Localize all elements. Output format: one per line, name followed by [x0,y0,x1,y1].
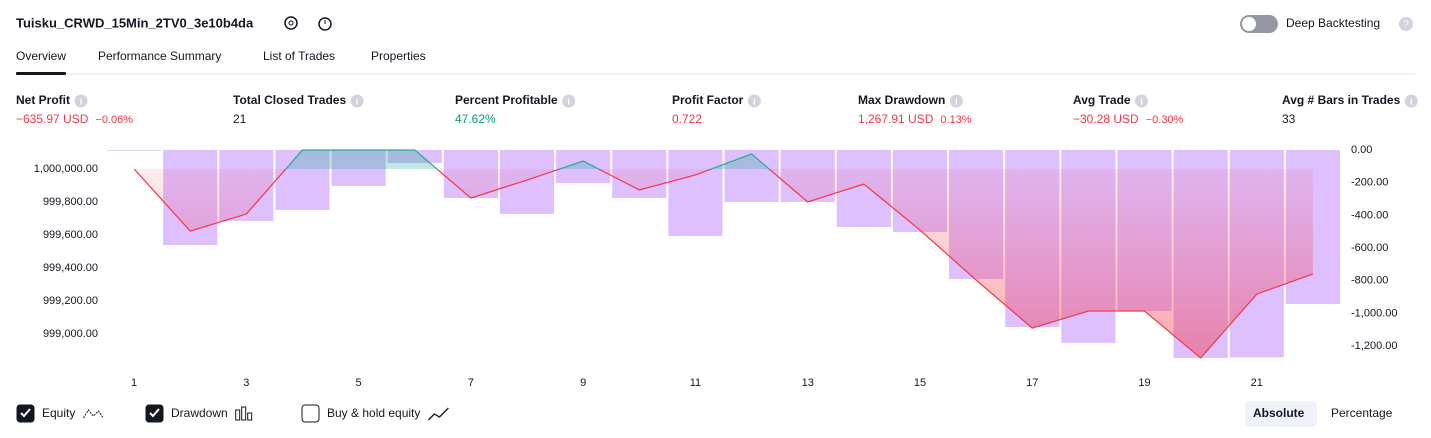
y2-tick-label: -400.00 [1351,209,1388,221]
metric-value: 1,267.91 USD [858,112,934,126]
tab[interactable]: Overview [16,49,66,63]
metric-value: 33 [1282,112,1296,126]
metric-value: −635.97 USD [16,112,89,126]
y2-tick-label: 0.00 [1351,144,1372,156]
info-icon[interactable] [74,94,88,108]
y-tick-label: 999,400.00 [43,262,98,274]
metric-label: Avg Trade [1073,93,1131,107]
x-tick-label: 19 [1138,377,1150,389]
x-tick-label: 3 [243,377,249,389]
deep-backtesting-toggle[interactable] [1240,15,1278,33]
x-tick-label: 17 [1026,377,1038,389]
view-mode-button[interactable]: Absolute [1253,406,1305,420]
legend-icon [427,407,449,421]
legend-icon [241,406,247,421]
info-icon-glyph: i [80,96,83,106]
info-icon[interactable] [350,94,364,108]
info-icon-glyph: i [1410,96,1413,106]
metric-label: Total Closed Trades [233,93,346,107]
deep-backtesting-label: Deep Backtesting [1286,16,1380,30]
equity-line [133,168,1314,359]
metric-value: 21 [233,112,247,126]
y-tick-label: 999,800.00 [43,196,98,208]
info-icon-glyph: i [955,96,958,106]
equity-fill-below [134,168,1313,358]
y2-tick-label: -800.00 [1351,275,1388,287]
svg-text:?: ? [1403,20,1409,31]
help-icon[interactable]: ? [1399,17,1413,31]
metric-label: Net Profit [16,93,70,107]
drawdown-bar [107,150,162,151]
x-tick-label: 11 [690,377,701,389]
metric-value: 47.62% [455,112,496,126]
y-tick-label: 1,000,000.00 [34,163,98,175]
legend-label: Drawdown [171,406,228,420]
metric-label: Percent Profitable [455,93,558,107]
x-tick-label: 7 [468,377,474,389]
x-tick-label: 9 [580,377,586,389]
legend-icon [82,409,104,419]
drawdown-bar [668,150,723,236]
legend-label: Equity [42,406,75,420]
info-icon[interactable] [562,94,576,108]
metric-value: −30.28 USD [1073,112,1139,126]
checkbox[interactable] [301,404,320,423]
tab[interactable]: List of Trades [263,49,335,63]
x-tick-label: 1 [131,377,137,389]
x-tick-label: 13 [802,377,814,389]
view-mode-button[interactable]: Percentage [1331,406,1393,420]
equity-line-above [134,149,771,169]
y2-tick-label: -1,200.00 [1351,340,1397,352]
info-icon-glyph: i [356,96,359,106]
tab[interactable]: Performance Summary [98,49,221,63]
info-icon[interactable] [1404,94,1418,108]
checkmark [20,408,31,418]
x-tick-label: 15 [914,377,926,389]
y2-tick-label: -600.00 [1351,242,1388,254]
legend-label: Buy & hold equity [327,406,420,420]
y2-tick-label: -1,000.00 [1351,307,1397,319]
metric-label: Max Drawdown [858,93,945,107]
checkmark [149,408,160,418]
y-tick-label: 999,000.00 [43,328,98,340]
y2-tick-label: -200.00 [1351,177,1388,189]
info-icon-glyph: i [753,96,756,106]
metric-change: −0.30% [1146,114,1184,126]
view-mode-active-bg [1245,401,1317,427]
info-icon[interactable] [949,94,963,108]
tab[interactable]: Properties [371,49,426,63]
settings-icon[interactable] [284,16,298,30]
equity-fill-above [285,150,770,169]
info-icon[interactable] [1135,94,1149,108]
y-tick-label: 999,200.00 [43,295,98,307]
metric-label: Profit Factor [672,93,744,107]
active-tab-underline [16,72,67,75]
metric-change: 0.13% [940,114,971,126]
strategy-title: Tuisku_CRWD_15Min_2TV0_3e10b4da [16,15,254,30]
y-tick-label: 999,600.00 [43,229,98,241]
info-icon[interactable] [747,94,761,108]
legend-icon [235,409,241,421]
x-tick-label: 5 [356,377,362,389]
info-icon-glyph: i [567,96,570,106]
info-icon-glyph: i [1140,96,1143,106]
alert-icon[interactable] [318,17,332,31]
legend-icon [247,412,253,421]
metric-label: Avg # Bars in Trades [1282,93,1401,107]
metric-value: 0.722 [672,112,702,126]
metric-change: −0.06% [95,114,133,126]
tab-divider [16,73,1415,75]
x-tick-label: 21 [1251,377,1263,389]
